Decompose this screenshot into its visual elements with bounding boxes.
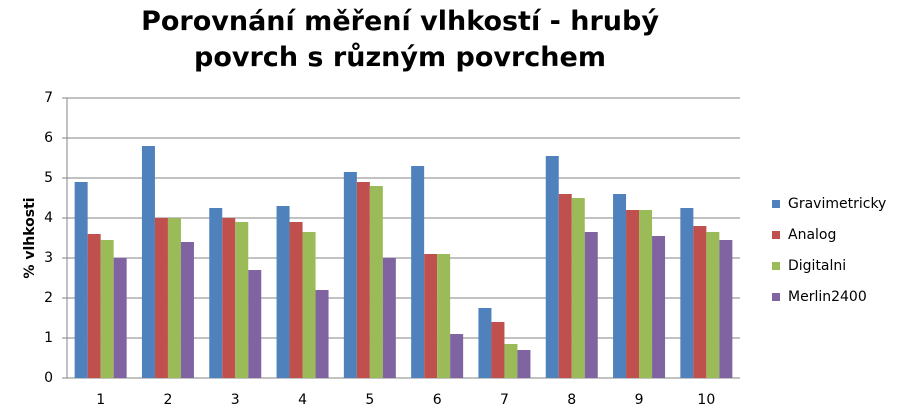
x-tick-label: 6 (433, 392, 442, 408)
x-tick-label: 5 (365, 392, 374, 408)
legend-swatch (772, 293, 780, 301)
bar (74, 182, 88, 378)
y-tick-label: 2 (44, 290, 53, 306)
x-tick-label: 7 (500, 392, 509, 408)
bar (571, 198, 585, 378)
chart-title: Porovnání měření vlhkostí - hrubý povrch… (141, 6, 659, 73)
bar (382, 258, 396, 378)
bar (356, 182, 370, 378)
bar (248, 270, 262, 378)
bar (719, 240, 733, 378)
bar (411, 166, 425, 378)
x-tick-label: 8 (567, 392, 576, 408)
bar (315, 290, 329, 378)
bar (276, 206, 290, 378)
x-tick-label: 9 (635, 392, 644, 408)
bar (369, 186, 383, 378)
y-tick-label: 7 (44, 90, 53, 106)
y-tick-label: 5 (44, 170, 53, 186)
bar (222, 218, 236, 378)
bar (504, 344, 518, 378)
bar (289, 222, 303, 378)
y-axis-label: % vlhkosti (22, 197, 38, 278)
bar (235, 222, 249, 378)
bar (302, 232, 316, 378)
bar (491, 322, 505, 378)
legend-swatch (772, 262, 780, 270)
legend-swatch (772, 231, 780, 239)
bar (450, 334, 464, 378)
y-tick-label: 1 (44, 330, 53, 346)
x-tick-label: 10 (697, 392, 715, 408)
bar (652, 236, 666, 378)
x-tick-label: 1 (96, 392, 105, 408)
x-tick-label: 2 (163, 392, 172, 408)
bar (87, 234, 101, 378)
bar (706, 232, 720, 378)
y-tick-label: 6 (44, 130, 53, 146)
bar (478, 308, 492, 378)
x-tick-label: 3 (231, 392, 240, 408)
bar (424, 254, 438, 378)
bar (113, 258, 127, 378)
bar (584, 232, 598, 378)
legend-swatch (772, 200, 780, 208)
bar (517, 350, 531, 378)
bar (693, 226, 707, 378)
bar (437, 254, 451, 378)
bar (613, 194, 627, 378)
bar (343, 172, 357, 378)
bar (680, 208, 694, 378)
bar (209, 208, 223, 378)
bar (639, 210, 653, 378)
bar (558, 194, 572, 378)
y-tick-label: 4 (44, 210, 53, 226)
bar (545, 156, 559, 378)
bar (626, 210, 640, 378)
legend-label: Analog (788, 227, 836, 243)
legend-label: Gravimetricky (788, 196, 886, 212)
bar (141, 146, 155, 378)
y-tick-label: 0 (44, 370, 53, 386)
bar (154, 218, 168, 378)
y-tick-label: 3 (44, 250, 53, 266)
bar (180, 242, 194, 378)
x-tick-label: 4 (298, 392, 307, 408)
legend-label: Merlin2400 (788, 289, 867, 305)
legend-label: Digitalni (788, 258, 846, 274)
bar (167, 218, 181, 378)
bar (100, 240, 114, 378)
